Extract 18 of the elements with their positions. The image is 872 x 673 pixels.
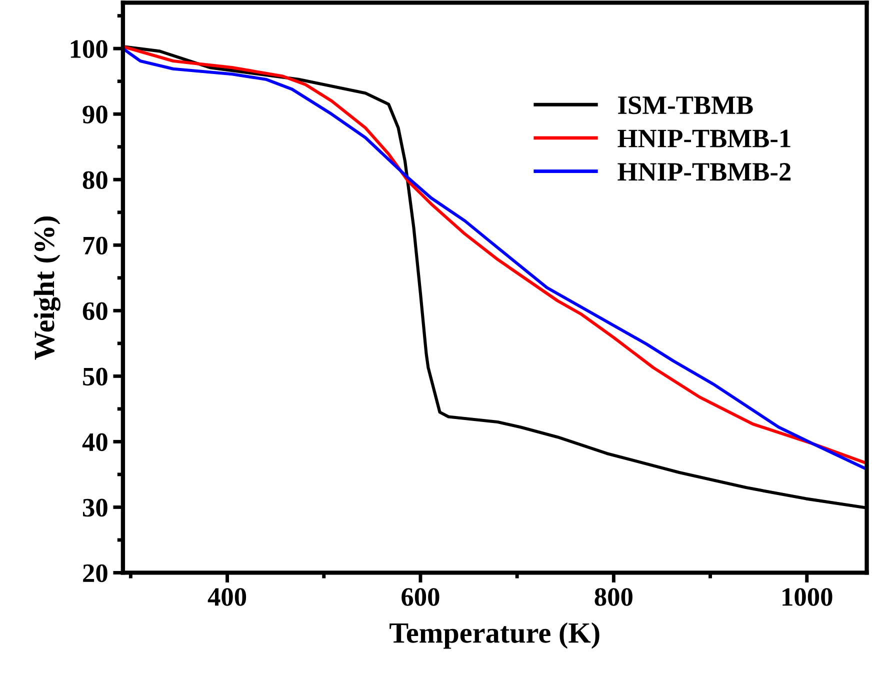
legend-label: HNIP-TBMB-1 <box>618 130 790 148</box>
y-tick-label: 70 <box>83 236 108 255</box>
x-tick-label: 400 <box>208 588 246 606</box>
legend-label: ISM-TBMB <box>618 96 753 114</box>
y-tick-label: 50 <box>83 368 108 386</box>
x-axis-title: Temperature (K) <box>390 622 600 649</box>
y-tick-label: 80 <box>82 171 108 190</box>
y-tick-label: 100 <box>70 40 108 58</box>
y-tick-label: 20 <box>83 564 108 582</box>
y-axis-title: Weight (%) <box>34 216 60 360</box>
x-tick-label: 800 <box>594 588 632 606</box>
y-tick-label: 90 <box>82 106 108 124</box>
x-tick-label: 600 <box>402 588 440 606</box>
x-tick-label: 1000 <box>782 588 832 606</box>
y-tick-label: 60 <box>82 302 108 320</box>
legend-label: HNIP-TBMB-2 <box>618 163 791 181</box>
y-tick-label: 40 <box>82 433 108 452</box>
y-tick-label: 30 <box>82 498 108 517</box>
